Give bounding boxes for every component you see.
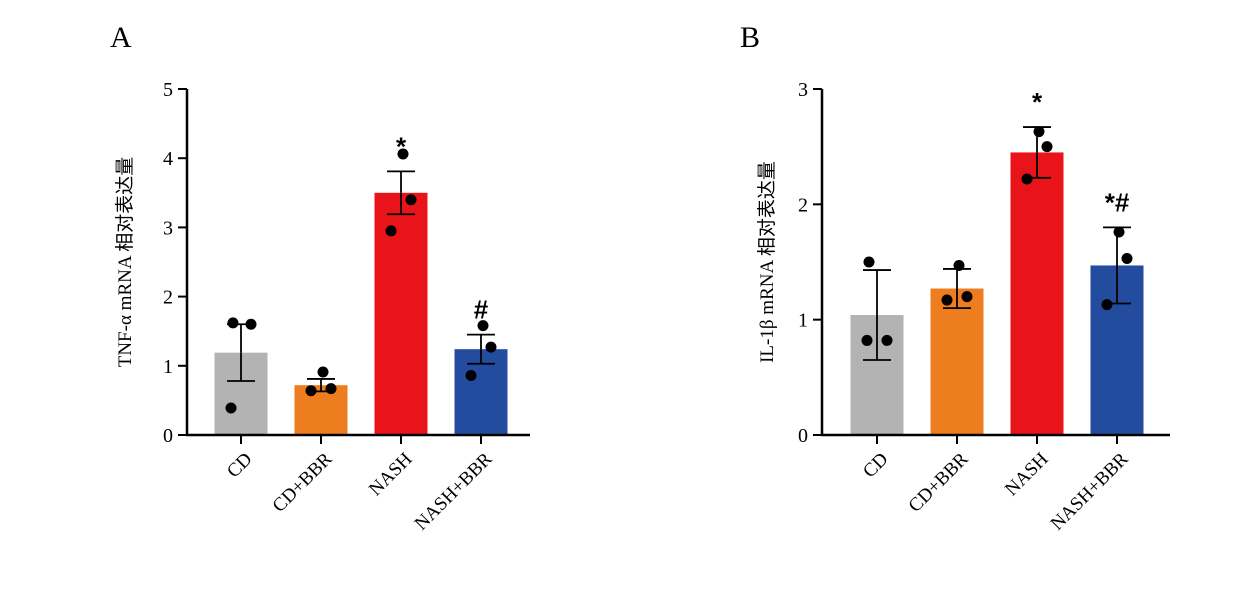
panel-a-y-tick-label-5: 5 [163, 79, 173, 101]
panel-b-annotation-2: * [1032, 87, 1043, 117]
panel-b-x-tick-label-2: NASH [1001, 448, 1053, 500]
panel-a-point-0-0 [227, 317, 239, 329]
panel-a-x-tick-label-2: NASH [365, 448, 417, 500]
panel-a-point-2-2 [385, 225, 397, 237]
panel-b-point-3-1 [1121, 253, 1133, 265]
panel-a-annotation-3: # [474, 295, 489, 325]
panel-a-point-0-1 [245, 318, 257, 330]
panel-a-point-0-2 [225, 402, 237, 414]
panel-a-point-1-0 [317, 366, 329, 378]
panel-a-y-tick-label-4: 4 [163, 148, 173, 170]
panel-a-error-bar-3 [467, 333, 495, 365]
panel-b-point-1-2 [961, 291, 973, 303]
panel-b-point-1-1 [941, 294, 953, 306]
panel-b-x-tick-label-3: NASH+BBR [1047, 448, 1133, 534]
panel-b-point-0-0 [863, 256, 875, 268]
panel-b-y-axis-title: IL-1β mRNA 相对表达量 [756, 161, 778, 363]
panel-b-y-tick-label-1: 1 [798, 310, 808, 332]
panel-a-x-tick-label-0: CD [223, 449, 257, 483]
panel-a-y-axis-title: TNF-α mRNA 相对表达量 [114, 157, 136, 368]
panel-b-letter: B [740, 21, 760, 54]
panel-b-point-0-2 [861, 334, 873, 346]
panel-b: B IL-1β mRNA 相对表达量 CD CD+BBR * NASH *# NASH+B… [740, 21, 1170, 535]
panel-b-error-bar-0 [863, 269, 891, 361]
panel-a-y-tick-label-3: 3 [163, 217, 173, 239]
panel-b-annotation-3: *# [1105, 187, 1130, 217]
panel-a: A TNF-α mRNA 相对表达量 CD CD+BBR * NASH # NASH+BB… [110, 21, 530, 535]
panel-b-plot: CD CD+BBR * NASH *# NASH+BBR 0 1 2 3 [798, 79, 1170, 535]
panel-b-y-tick-label-0: 0 [798, 425, 808, 447]
panel-b-x-tick-label-0: CD [859, 449, 893, 483]
panel-a-annotation-2: * [396, 131, 407, 161]
panel-a-x-tick-label-3: NASH+BBR [411, 448, 497, 534]
panel-b-point-1-0 [953, 259, 965, 271]
panel-a-point-3-0 [477, 320, 489, 332]
panel-b-point-3-0 [1113, 226, 1125, 238]
panel-a-point-2-0 [397, 148, 409, 160]
panel-a-point-1-1 [325, 383, 337, 395]
panel-a-point-3-1 [485, 341, 497, 353]
panel-b-y-tick-label-3: 3 [798, 79, 808, 101]
panel-a-point-3-2 [465, 369, 477, 381]
panel-b-bar-2 [1010, 152, 1064, 435]
panel-a-x-tick-label-1: CD+BBR [269, 448, 337, 516]
panel-a-letter: A [110, 21, 132, 54]
panel-a-y-tick-label-1: 1 [163, 356, 173, 378]
panel-b-point-2-1 [1041, 141, 1053, 153]
panel-b-point-0-1 [881, 334, 893, 346]
panel-a-point-2-1 [405, 194, 417, 206]
panel-a-bar-2 [374, 192, 428, 435]
panel-a-plot: CD CD+BBR * NASH # NASH+BBR 0 1 2 3 4 5 [163, 79, 530, 535]
panel-a-y-tick-label-2: 2 [163, 287, 173, 309]
panel-b-point-2-0 [1033, 126, 1045, 138]
panel-a-error-bar-2 [387, 170, 415, 216]
panel-a-y-tick-label-0: 0 [163, 425, 173, 447]
panel-b-y-tick-label-2: 2 [798, 194, 808, 216]
panel-a-point-1-2 [305, 385, 317, 397]
panel-b-bar-1 [930, 288, 984, 435]
panel-b-x-tick-label-1: CD+BBR [905, 448, 973, 516]
panel-a-bar-1 [294, 385, 348, 435]
panel-b-point-3-2 [1101, 299, 1113, 311]
panel-b-point-2-2 [1021, 173, 1033, 185]
